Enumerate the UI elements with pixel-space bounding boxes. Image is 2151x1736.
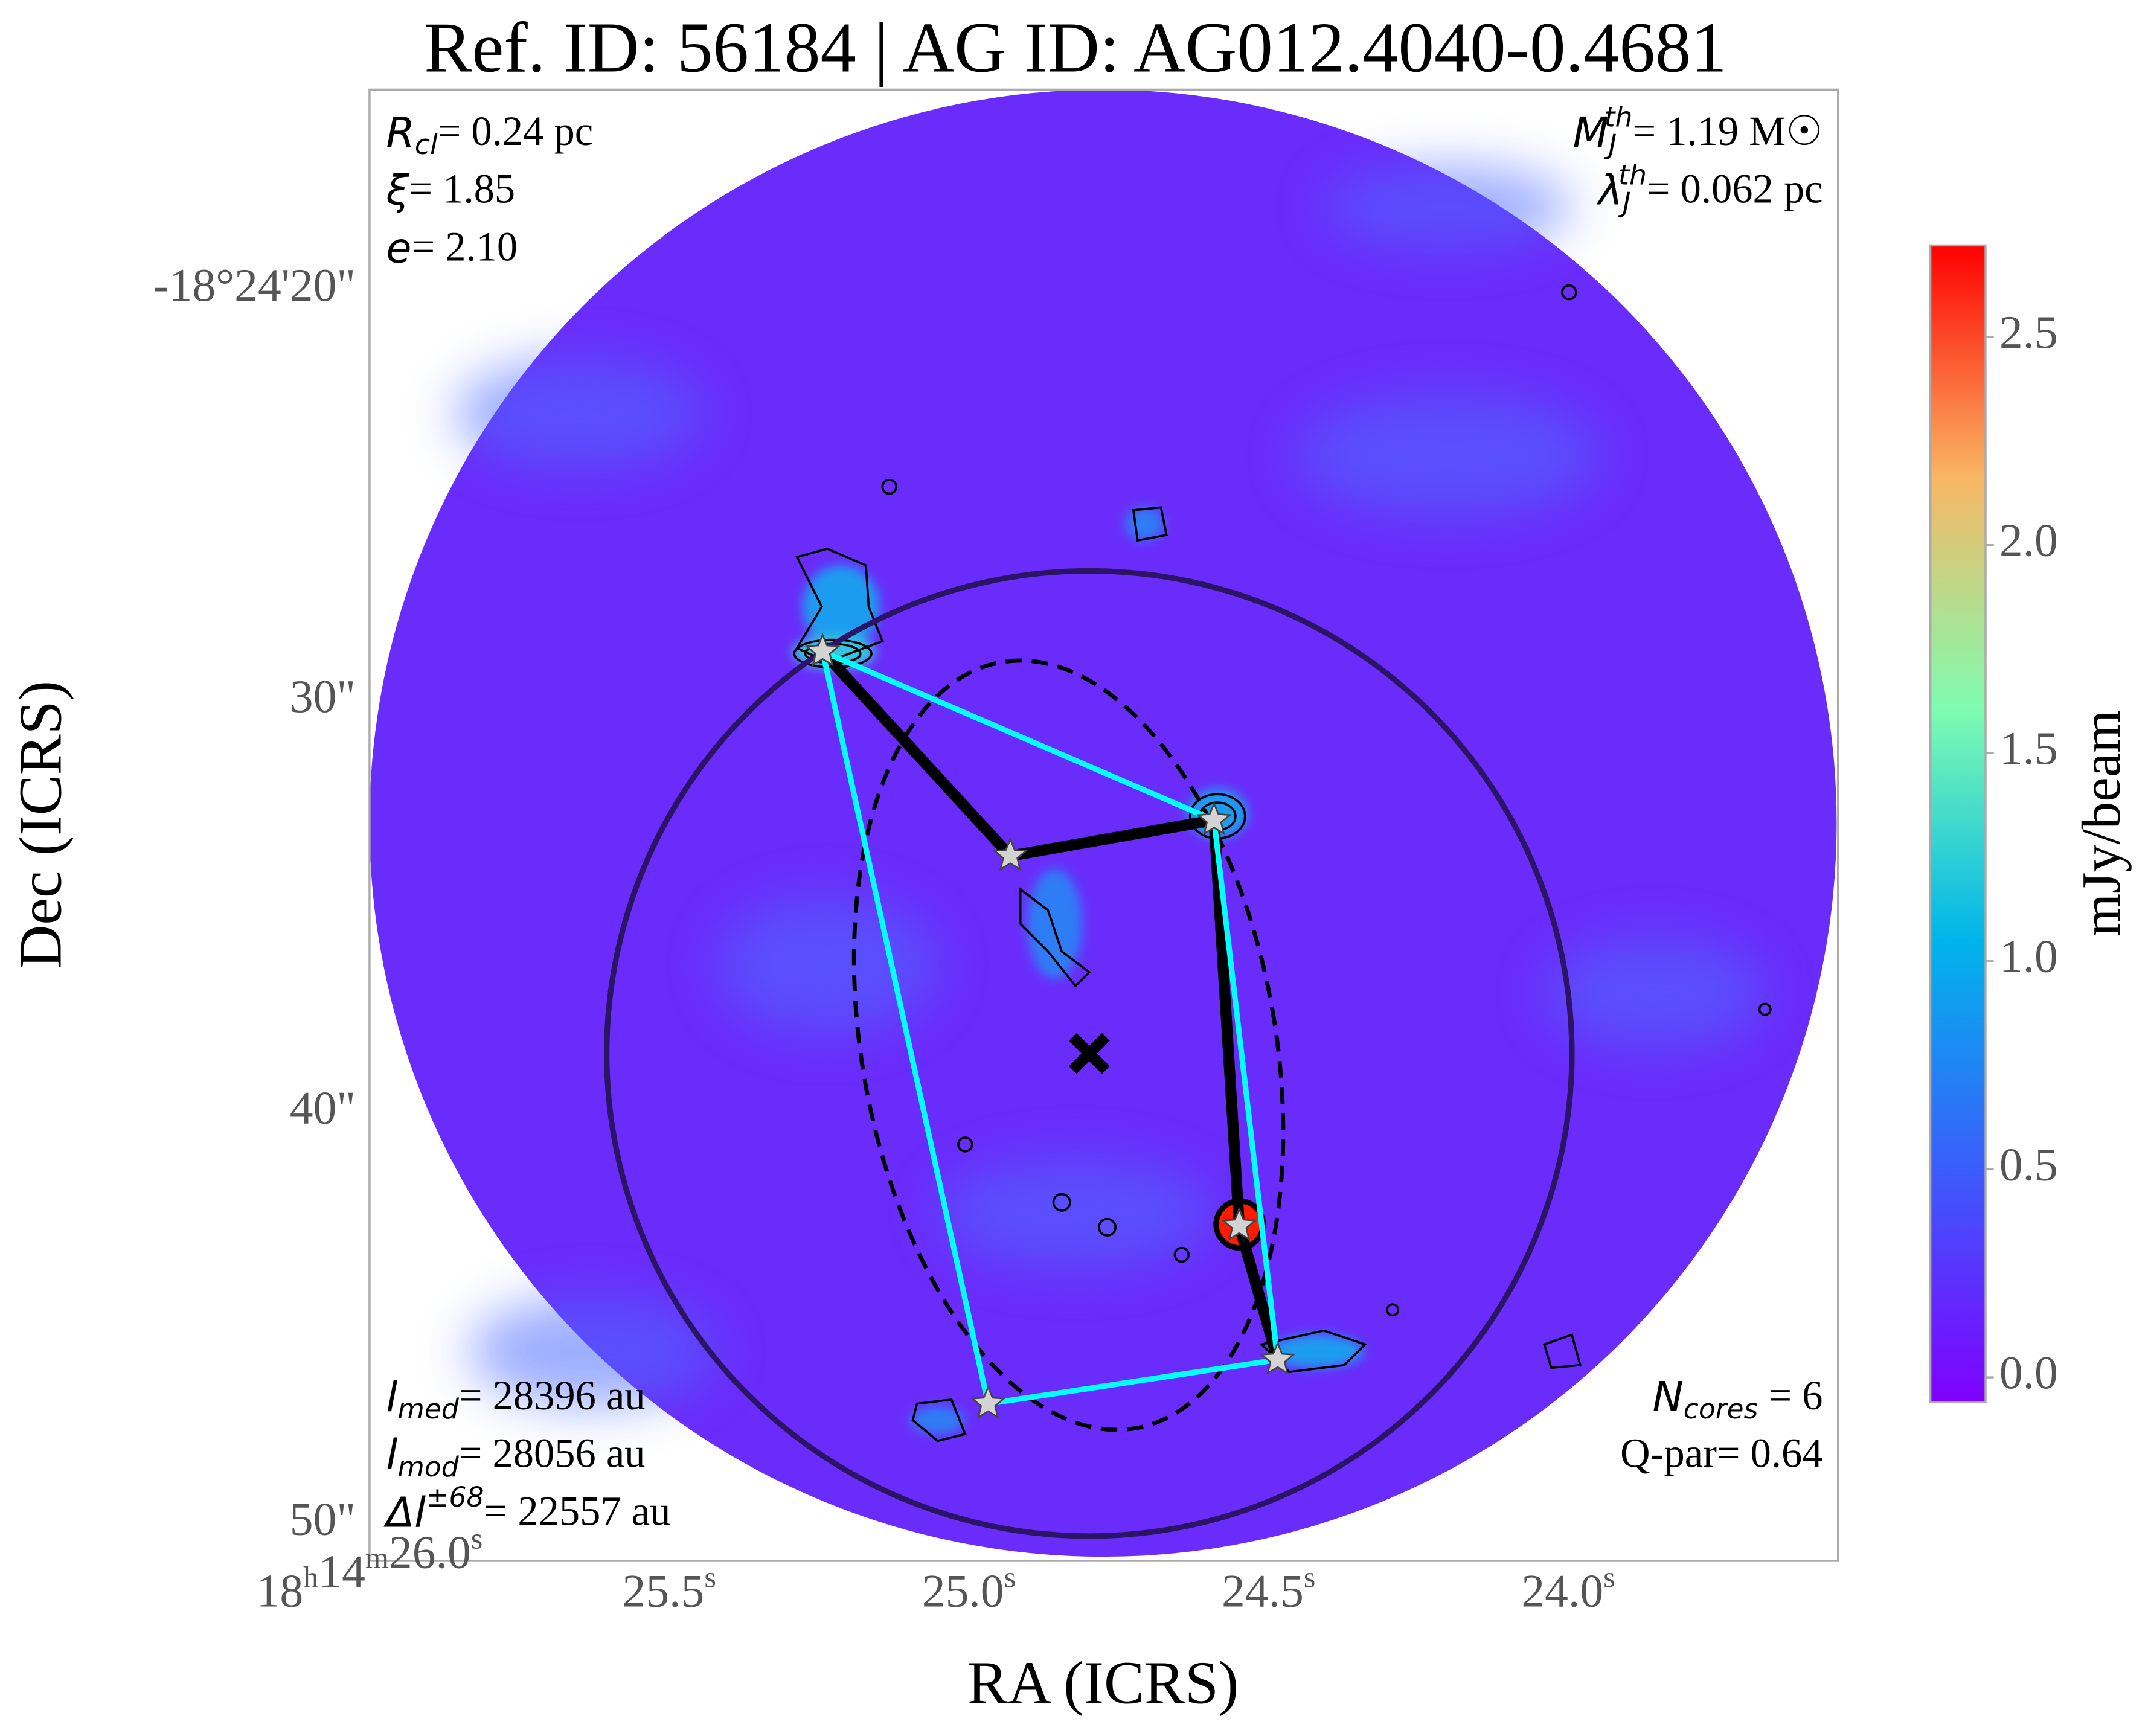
x-tick-label: 18h14m26.0s: [257, 1521, 483, 1616]
colorbar-tick-label: 2.0: [1999, 514, 2058, 566]
annotation-text: = 28396 au: [459, 1372, 646, 1418]
annotation: λJth= 0.062 pc: [1596, 159, 1823, 219]
core-marker: [992, 837, 1028, 871]
frame: [368, 88, 1839, 1562]
colorbar-tick-label: 2.5: [1999, 306, 2058, 358]
annotation-text: = 6: [1758, 1372, 1822, 1418]
clump-circle: [604, 568, 1575, 1539]
x-tick-label: 25.0s: [922, 1560, 1016, 1616]
mst-edge: [818, 647, 1015, 860]
colorbar-tick-label: 0.0: [1999, 1347, 2058, 1398]
annotation-sym: e: [386, 224, 411, 272]
annotation: lmed= 28396 au: [386, 1372, 645, 1425]
x-axis-label: RA (ICRS): [967, 1648, 1239, 1716]
annotation-sub: med: [397, 1393, 460, 1425]
y-tick-label: 30": [290, 670, 356, 722]
centroid: [1068, 1033, 1110, 1074]
x-tick-label: 24.5s: [1222, 1560, 1315, 1616]
annotation-sup: ±68: [426, 1481, 484, 1513]
colorbar: [1929, 244, 1987, 1404]
annotation-sym: l: [386, 1372, 397, 1421]
map-texture: [455, 165, 1765, 1407]
annotation-sym: N: [1653, 1372, 1684, 1421]
y-tick-label: 40": [290, 1081, 356, 1133]
x-tick-label: 24.0s: [1521, 1560, 1615, 1616]
y-tick-label: -18°24'20": [153, 259, 356, 311]
core-marker: [804, 633, 841, 667]
annotation: lmod= 28056 au: [386, 1430, 645, 1482]
core-marker: [1260, 1340, 1296, 1375]
annotation-sup: th: [1604, 101, 1633, 133]
annotation-text: = 1.85: [409, 165, 516, 211]
annotation: MJth= 1.19 M☉: [1573, 101, 1823, 161]
image: [370, 89, 1837, 1557]
mst-edge: [1234, 1224, 1283, 1362]
annotation: Δl±68= 22557 au: [383, 1481, 670, 1537]
annotation-text: Q-par= 0.64: [1620, 1430, 1822, 1476]
mst-edge: [1009, 815, 1216, 862]
annotation-text: = 2.10: [411, 223, 518, 269]
core-marker: [970, 1385, 1006, 1419]
annotation: e= 2.10: [386, 223, 518, 272]
annotation: Rcl= 0.24 pc: [386, 108, 593, 161]
annotation-sym: Δl: [383, 1488, 426, 1537]
annotation: Ncores = 6: [1653, 1372, 1823, 1425]
colorbar-tick-label: 1.5: [1999, 722, 2058, 774]
x-tick-label: 25.5s: [623, 1560, 716, 1616]
annotation: Q-par= 0.64: [1620, 1430, 1822, 1476]
annotation-sub: cores: [1684, 1393, 1758, 1425]
annotation-sym: M: [1573, 108, 1609, 156]
annotation-text: = 1.19 M☉: [1633, 108, 1823, 154]
annotation-text: = 22557 au: [484, 1488, 671, 1534]
annotation-sym: λ: [1596, 166, 1623, 214]
fit-ellipse: [851, 658, 1286, 1432]
annotation-sup: th: [1618, 159, 1647, 191]
annotation-text: = 28056 au: [459, 1430, 646, 1476]
mst-edge: [1208, 819, 1245, 1226]
core-marker: [1196, 801, 1232, 836]
annotation-sub: mod: [397, 1450, 459, 1482]
y-tick-label: 50": [290, 1493, 356, 1545]
annotation-text: = 0.24 pc: [438, 108, 593, 154]
y-axis-label: Dec (ICRS): [7, 681, 74, 969]
annotation-sub: cl: [415, 129, 438, 161]
core-marker: [1221, 1206, 1257, 1241]
cores: [804, 633, 1296, 1419]
annotation: ξ= 1.85: [385, 165, 515, 214]
annotation-sym: R: [386, 108, 415, 156]
annotation-text: = 0.062 pc: [1647, 165, 1823, 211]
colorbar-tick-label: 1.0: [1999, 930, 2058, 982]
colorbar-label: mJy/beam: [2071, 710, 2132, 937]
annotation-sym: ξ: [385, 166, 409, 214]
colorbar-tick-label: 0.5: [1999, 1138, 2058, 1190]
chart-title: Ref. ID: 56184 | AG ID: AG012.4040-0.468…: [424, 8, 1726, 88]
annotation-sym: l: [386, 1430, 397, 1479]
